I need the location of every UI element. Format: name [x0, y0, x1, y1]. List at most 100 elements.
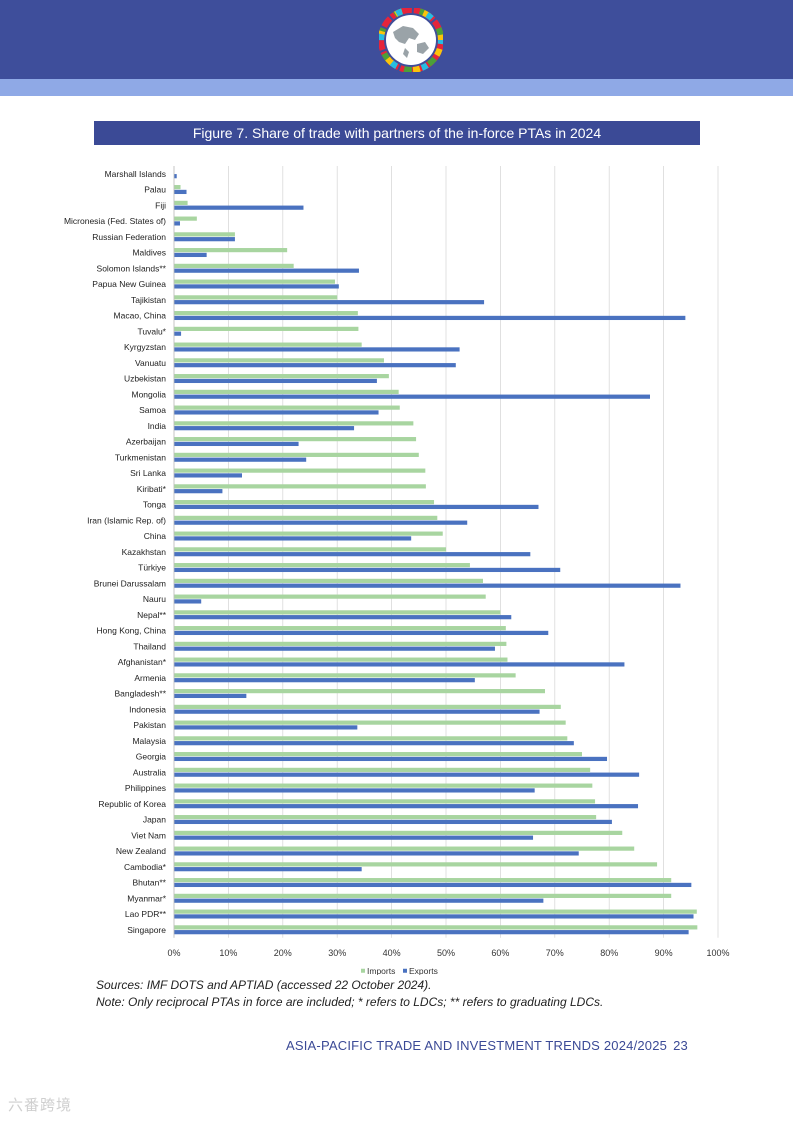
exports-bar [174, 788, 535, 793]
imports-bar [174, 893, 672, 898]
category-label: Brunei Darussalam [94, 578, 166, 588]
figure-title: Figure 7. Share of trade with partners o… [94, 121, 700, 145]
exports-bar [174, 284, 339, 289]
sdg-globe-logo-icon [379, 8, 443, 72]
imports-bar [174, 673, 516, 678]
exports-bar [174, 347, 460, 352]
category-label: Bangladesh** [114, 689, 166, 699]
category-label: Vanuatu [135, 358, 166, 368]
category-label: Nauru [143, 594, 166, 604]
category-label: Japan [143, 815, 166, 825]
exports-bar [174, 489, 223, 494]
category-label: Maldives [132, 248, 166, 258]
x-tick-label: 0% [167, 948, 180, 958]
exports-bar [174, 205, 304, 210]
imports-bar [174, 295, 338, 300]
category-label: Iran (Islamic Rep. of) [87, 515, 166, 525]
legend-label: Exports [409, 966, 438, 975]
exports-bar [174, 583, 681, 588]
exports-bar [174, 378, 377, 384]
imports-bar [174, 374, 389, 379]
category-label: Indonesia [129, 704, 166, 714]
imports-bar [174, 484, 426, 489]
exports-bar [174, 410, 379, 415]
category-label: Malaysia [132, 736, 166, 746]
exports-bar [174, 835, 534, 840]
exports-bar [174, 300, 485, 305]
imports-bar [174, 405, 400, 410]
imports-bar [174, 736, 568, 741]
category-label: Marshall Islands [105, 169, 166, 179]
imports-bar [174, 878, 672, 883]
exports-bar [174, 678, 475, 683]
category-label: Kazakhstan [122, 547, 167, 557]
note-line: Note: Only reciprocal PTAs in force are … [96, 995, 604, 1009]
imports-bar [174, 389, 399, 394]
watermark: 六番跨境 [8, 1097, 73, 1114]
category-label: Tajikistan [131, 295, 166, 305]
x-tick-label: 40% [383, 948, 401, 958]
category-label: India [148, 421, 167, 431]
imports-bar [174, 689, 546, 694]
imports-bar [174, 452, 419, 457]
imports-bar [174, 704, 561, 709]
imports-bar [174, 437, 417, 442]
exports-bar [174, 536, 412, 541]
category-label: Russian Federation [92, 232, 166, 242]
exports-bar [174, 394, 650, 399]
exports-bar [174, 851, 579, 856]
category-label: Samoa [139, 405, 166, 415]
exports-bar [174, 709, 540, 714]
category-label: Micronesia (Fed. States of) [64, 216, 166, 226]
category-label: Philippines [125, 783, 166, 793]
x-tick-label: 100% [706, 948, 729, 958]
exports-bar [174, 741, 574, 746]
imports-bar [174, 279, 336, 284]
exports-bar [174, 819, 612, 825]
category-label: Papua New Guinea [92, 279, 166, 289]
exports-bar [174, 331, 182, 336]
imports-bar [174, 200, 188, 205]
exports-bar [174, 315, 686, 321]
category-label: Sri Lanka [130, 468, 166, 478]
category-label: Palau [144, 185, 166, 195]
category-label: Australia [133, 767, 166, 777]
imports-bar [174, 500, 435, 505]
exports-bar [174, 237, 235, 242]
imports-bar [174, 752, 582, 757]
sources-line: Sources: IMF DOTS and APTIAD (accessed 2… [96, 978, 432, 992]
category-label: Republic of Korea [98, 799, 166, 809]
category-label: New Zealand [116, 846, 166, 856]
category-label: Cambodia* [124, 862, 167, 872]
source-note: Sources: IMF DOTS and APTIAD (accessed 2… [96, 977, 736, 1011]
exports-bar [174, 520, 468, 525]
exports-bar [174, 552, 531, 557]
imports-bar [174, 862, 658, 867]
exports-bar [174, 457, 307, 462]
category-label: Pakistan [133, 720, 166, 730]
x-tick-label: 50% [437, 948, 455, 958]
exports-bar [174, 756, 608, 762]
imports-bar [174, 248, 288, 253]
category-label: Tuvalu* [137, 326, 166, 336]
exports-bar [174, 441, 299, 447]
category-label: Hong Kong, China [97, 626, 167, 636]
exports-bar [174, 473, 242, 478]
imports-bar [174, 657, 508, 662]
category-label: China [144, 531, 166, 541]
category-label: Viet Nam [131, 830, 166, 840]
imports-bar [174, 909, 697, 914]
category-label: Kyrgyzstan [124, 342, 166, 352]
exports-bar [174, 174, 177, 179]
page-footer: ASIA-PACIFIC TRADE AND INVESTMENT TRENDS… [286, 1038, 688, 1053]
category-label: Turkmenistan [115, 452, 166, 462]
x-tick-label: 90% [655, 948, 673, 958]
exports-bar [174, 599, 202, 604]
imports-bar [174, 185, 181, 190]
exports-bar [174, 363, 456, 368]
exports-bar [174, 189, 187, 195]
header-stripe [0, 79, 793, 96]
exports-bar [174, 914, 694, 919]
category-label: Uzbekistan [124, 374, 166, 384]
imports-bar [174, 468, 426, 473]
